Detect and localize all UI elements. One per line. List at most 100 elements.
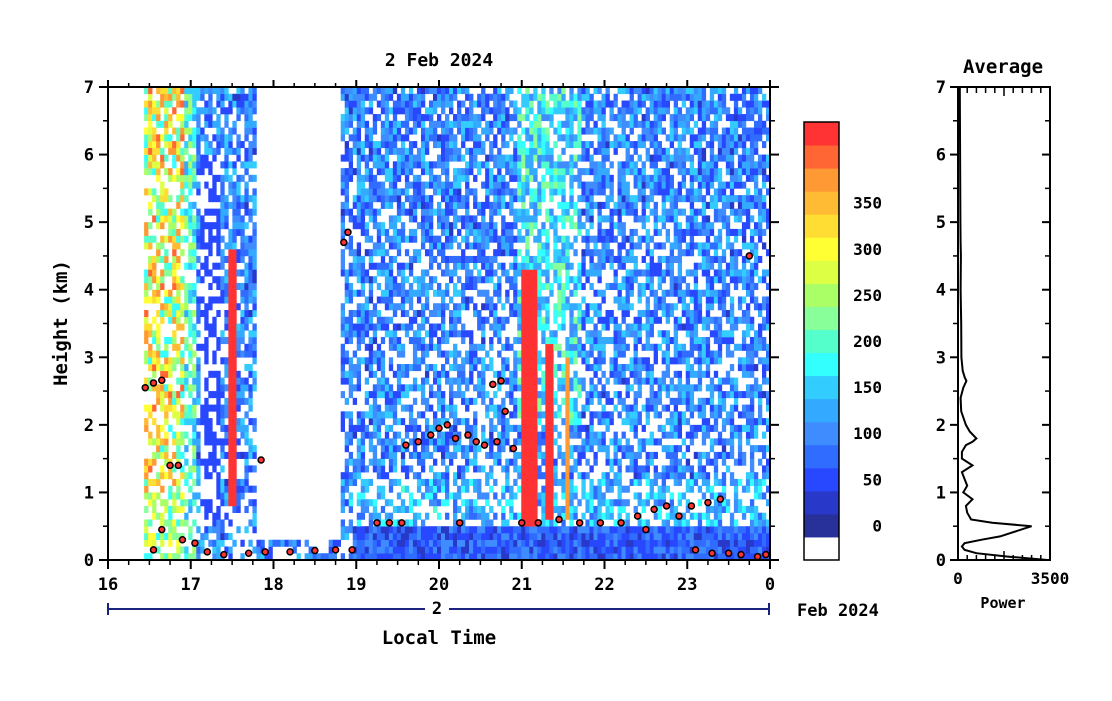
heatmap-cell	[244, 242, 249, 250]
heatmap-cell	[224, 201, 229, 209]
heatmap-cell	[585, 532, 590, 541]
heatmap-cell	[493, 134, 498, 142]
heatmap-cell	[553, 539, 558, 547]
heatmap-cell	[416, 343, 422, 351]
heatmap-cell	[196, 370, 201, 378]
heatmap-cell	[633, 391, 638, 399]
heatmap-cell	[553, 343, 558, 351]
heatmap-cell	[465, 195, 470, 203]
heatmap-cell	[633, 451, 638, 459]
heatmap-cell	[388, 255, 394, 263]
heatmap-cell	[633, 431, 638, 439]
heatmap-cell	[601, 242, 606, 250]
heatmap-cell	[384, 296, 390, 304]
heatmap-cell	[388, 526, 394, 534]
heatmap-cell	[509, 168, 514, 176]
heatmap-cell	[344, 147, 350, 155]
heatmap-cell	[513, 269, 518, 277]
heatmap-cell	[545, 438, 550, 446]
heatmap-cell	[553, 424, 558, 432]
heatmap-cell	[621, 181, 626, 189]
heatmap-cell	[216, 309, 221, 318]
heatmap-cell	[557, 249, 562, 257]
heatmap-cell	[208, 93, 213, 101]
heatmap-cell	[457, 201, 462, 209]
heatmap-cell	[348, 451, 354, 459]
heatmap-cell	[392, 215, 398, 223]
heatmap-cell	[160, 208, 165, 216]
heatmap-cell	[360, 424, 366, 432]
heatmap-cell	[461, 539, 466, 547]
heatmap-cell	[180, 181, 185, 189]
heatmap-cell	[541, 384, 546, 392]
heatmap-cell	[537, 465, 542, 473]
heatmap-cell	[625, 296, 630, 304]
heatmap-cell	[408, 208, 414, 216]
heatmap-cell	[625, 289, 630, 297]
heatmap-cell	[537, 303, 542, 311]
heatmap-cell	[352, 553, 358, 560]
heatmap-cell	[152, 364, 157, 372]
heatmap-cell	[565, 303, 570, 311]
heatmap-cell	[432, 181, 438, 189]
heatmap-cell	[208, 458, 213, 466]
heatmap-cell	[557, 235, 562, 243]
heatmap-cell	[537, 553, 542, 560]
heatmap-cell	[545, 276, 550, 284]
heatmap-cell	[260, 553, 265, 560]
heatmap-cell	[501, 539, 506, 547]
heatmap-cell	[380, 350, 386, 358]
heatmap-cell	[208, 418, 213, 426]
heatmap-cell	[196, 303, 201, 311]
heatmap-cell	[180, 492, 185, 500]
heatmap-cell	[396, 235, 402, 243]
heatmap-cell	[573, 323, 578, 331]
heatmap-cell	[473, 120, 478, 128]
heatmap-cell	[216, 411, 221, 419]
heatmap-cell	[617, 174, 622, 182]
heatmap-cell	[252, 424, 257, 432]
heatmap-cell	[180, 505, 185, 513]
heatmap-cell	[424, 539, 430, 547]
heatmap-cell	[348, 418, 354, 426]
heatmap-cell	[364, 154, 370, 162]
heatmap-cell	[340, 330, 346, 338]
heatmap-cell	[485, 100, 490, 108]
heatmap-cell	[513, 370, 518, 378]
heatmap-cell	[372, 242, 378, 250]
heatmap-cell	[557, 445, 562, 453]
heatmap-cell	[533, 120, 538, 128]
heatmap-cell	[224, 485, 229, 493]
heatmap-cell	[344, 532, 350, 541]
heatmap-cell	[453, 404, 458, 412]
heatmap-cell	[144, 154, 149, 162]
heatmap-cell	[493, 330, 498, 338]
heatmap-cell	[416, 451, 422, 459]
heatmap-cell	[296, 539, 301, 547]
heatmap-cell	[593, 431, 598, 439]
heatmap-cell	[441, 431, 446, 439]
heatmap-cell	[208, 141, 213, 149]
heatmap-cell	[457, 505, 462, 513]
heatmap-cell	[384, 553, 390, 560]
heatmap-cell	[637, 370, 642, 378]
heatmap-cell	[453, 255, 458, 263]
heatmap-cell	[160, 188, 165, 196]
heatmap-cell	[601, 438, 606, 446]
heatmap-cell	[469, 255, 474, 263]
heatmap-cell	[408, 384, 414, 392]
heatmap-cell	[637, 465, 642, 473]
heatmap-cell	[192, 519, 197, 527]
heatmap-cell	[573, 465, 578, 473]
heatmap-cell	[605, 337, 610, 345]
heatmap-cell	[581, 526, 586, 534]
heatmap-cell	[220, 478, 225, 486]
heatmap-cell	[509, 87, 514, 95]
heatmap-cell	[529, 161, 534, 169]
heatmap-cell	[176, 127, 181, 135]
heatmap-cell	[505, 276, 510, 284]
heatmap-cell	[392, 404, 398, 412]
heatmap-cell	[160, 499, 165, 507]
heatmap-cell	[244, 181, 249, 189]
heatmap-cell	[420, 154, 426, 162]
